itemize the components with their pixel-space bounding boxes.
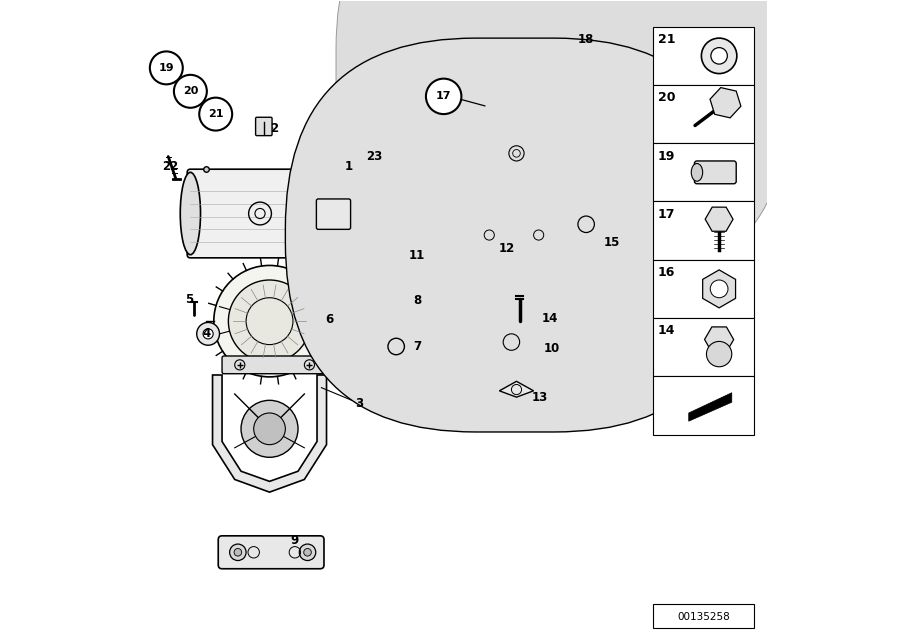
Text: 18: 18 xyxy=(578,33,594,46)
Text: 20: 20 xyxy=(183,86,198,96)
Circle shape xyxy=(197,322,220,345)
FancyBboxPatch shape xyxy=(695,161,736,184)
Circle shape xyxy=(303,548,311,556)
Circle shape xyxy=(214,265,325,377)
Text: 20: 20 xyxy=(658,92,675,104)
Text: 13: 13 xyxy=(532,391,548,404)
Text: 23: 23 xyxy=(366,150,382,163)
FancyBboxPatch shape xyxy=(336,0,788,286)
Text: 10: 10 xyxy=(544,342,560,355)
FancyBboxPatch shape xyxy=(317,199,351,230)
Text: 17: 17 xyxy=(658,208,675,221)
Bar xyxy=(652,318,754,377)
Text: 2: 2 xyxy=(270,121,278,135)
Bar xyxy=(652,604,754,628)
Circle shape xyxy=(150,52,183,85)
Circle shape xyxy=(710,280,728,298)
Polygon shape xyxy=(564,211,611,239)
Circle shape xyxy=(241,400,298,457)
Text: 22: 22 xyxy=(162,160,178,172)
FancyBboxPatch shape xyxy=(485,319,547,365)
Circle shape xyxy=(706,342,732,367)
Text: 17: 17 xyxy=(436,92,452,101)
Text: 1: 1 xyxy=(345,160,353,172)
Text: 21: 21 xyxy=(208,109,223,119)
Text: 14: 14 xyxy=(658,324,675,337)
Bar xyxy=(652,202,754,259)
Text: 21: 21 xyxy=(658,33,675,46)
Circle shape xyxy=(203,329,213,339)
Bar xyxy=(652,27,754,85)
FancyBboxPatch shape xyxy=(187,169,333,258)
Text: 5: 5 xyxy=(185,293,193,305)
Text: 00135258: 00135258 xyxy=(677,612,730,622)
Text: 19: 19 xyxy=(658,149,675,163)
Text: 19: 19 xyxy=(158,63,174,73)
Ellipse shape xyxy=(180,172,201,254)
Circle shape xyxy=(230,544,246,560)
FancyBboxPatch shape xyxy=(392,298,400,319)
Text: 8: 8 xyxy=(413,294,421,307)
Text: 4: 4 xyxy=(202,327,211,340)
Text: 12: 12 xyxy=(499,242,515,255)
Text: 11: 11 xyxy=(409,249,425,263)
FancyBboxPatch shape xyxy=(285,38,744,432)
Text: 15: 15 xyxy=(603,235,620,249)
Text: 3: 3 xyxy=(355,397,363,410)
FancyBboxPatch shape xyxy=(517,39,608,106)
Bar xyxy=(652,259,754,318)
Text: 14: 14 xyxy=(542,312,558,324)
Polygon shape xyxy=(500,382,534,397)
Text: 9: 9 xyxy=(291,534,299,548)
Circle shape xyxy=(388,338,404,355)
Bar xyxy=(652,377,754,434)
Circle shape xyxy=(300,544,316,560)
Bar xyxy=(652,85,754,143)
Circle shape xyxy=(229,280,310,363)
FancyBboxPatch shape xyxy=(218,536,324,569)
Circle shape xyxy=(234,548,242,556)
Circle shape xyxy=(426,79,462,114)
Ellipse shape xyxy=(691,163,703,181)
FancyBboxPatch shape xyxy=(222,356,328,374)
Circle shape xyxy=(711,48,727,64)
Polygon shape xyxy=(212,375,327,492)
FancyBboxPatch shape xyxy=(604,55,622,93)
Circle shape xyxy=(701,38,737,74)
Text: 7: 7 xyxy=(413,340,421,353)
Ellipse shape xyxy=(320,172,340,254)
Circle shape xyxy=(254,413,285,445)
FancyBboxPatch shape xyxy=(256,117,272,135)
Circle shape xyxy=(199,98,232,130)
Bar xyxy=(652,143,754,202)
Text: 16: 16 xyxy=(658,266,675,279)
Polygon shape xyxy=(688,392,732,421)
Polygon shape xyxy=(475,109,596,230)
Text: 6: 6 xyxy=(326,313,334,326)
Circle shape xyxy=(174,75,207,107)
